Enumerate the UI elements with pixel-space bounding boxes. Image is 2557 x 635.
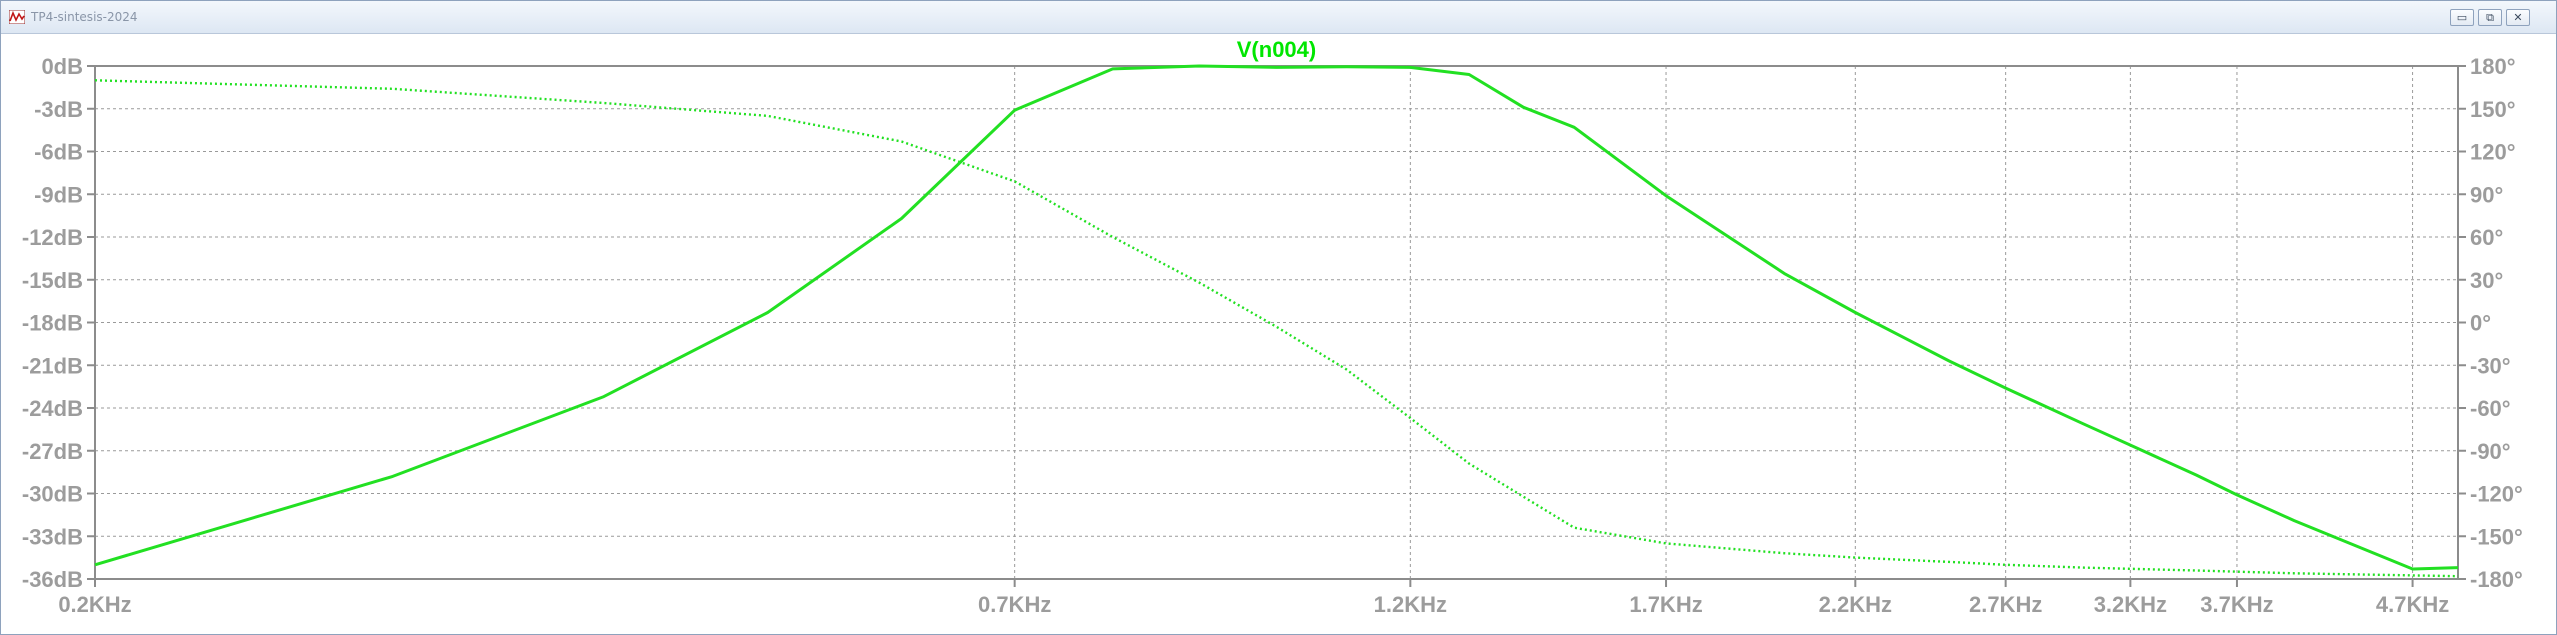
y-tick-label-right: -90° <box>2470 439 2511 464</box>
x-tick-label: 2.2KHz <box>1819 592 1892 617</box>
traces <box>94 64 2459 578</box>
title-bar[interactable]: TP4-sintesis-2024 ▭ ⧉ ✕ <box>1 1 2556 34</box>
x-axis-labels: 0.2KHz 0.7KHz 1.2KHz 1.7KHz 2.2KHz 2.7KHz 3.2K… <box>58 592 2449 617</box>
y-tick-label-left: -30dB <box>22 482 83 507</box>
y-tick-label-right: -30° <box>2470 353 2511 378</box>
x-tick-label: 3.7KHz <box>2200 592 2273 617</box>
y-tick-label-left: -33dB <box>22 524 83 549</box>
x-tick-label: 2.7KHz <box>1969 592 2042 617</box>
chart-title: V(n004) <box>1237 37 1316 62</box>
x-tick-label: 4.7KHz <box>2376 592 2449 617</box>
magnitude-trace <box>94 64 2459 571</box>
grid <box>94 65 2458 580</box>
y-tick-label-left: -24dB <box>22 396 83 421</box>
phase-trace <box>94 79 2459 578</box>
y-tick-label-left: -12dB <box>22 225 83 250</box>
plot-frame <box>87 65 2466 587</box>
close-button[interactable]: ✕ <box>2506 9 2530 26</box>
y-tick-label-left: 0dB <box>41 54 83 79</box>
minimize-button[interactable]: ▭ <box>2450 9 2474 26</box>
x-tick-label: 0.7KHz <box>978 592 1051 617</box>
y-tick-label-right: 120° <box>2470 140 2516 165</box>
y-tick-label-left: -36dB <box>22 567 83 592</box>
x-tick-label: 3.2KHz <box>2094 592 2167 617</box>
restore-button[interactable]: ⧉ <box>2478 9 2502 26</box>
y-axis-left-labels: 0dB -3dB -6dB -9dB -12dB -15dB -18dB -21dB -24dB… <box>22 54 83 592</box>
y-tick-label-left: -18dB <box>22 311 83 336</box>
y-tick-label-right: 150° <box>2470 97 2516 122</box>
y-tick-label-left: -15dB <box>22 268 83 293</box>
x-tick-label: 1.7KHz <box>1629 592 1702 617</box>
y-tick-label-left: -6dB <box>34 140 83 165</box>
x-tick-label: 0.2KHz <box>58 592 131 617</box>
y-tick-label-right: 90° <box>2470 182 2503 207</box>
y-tick-label-left: -27dB <box>22 439 83 464</box>
y-tick-label-right: 0° <box>2470 311 2491 336</box>
y-tick-label-right: 30° <box>2470 268 2503 293</box>
y-tick-label-right: -150° <box>2470 524 2523 549</box>
waveform-app-icon <box>9 10 25 24</box>
y-tick-label-right: 60° <box>2470 225 2503 250</box>
y-tick-label-right: -60° <box>2470 396 2511 421</box>
y-axis-right-labels: 180° 150° 120° 90° 60° 30° 0° -30° -60° -90° -120°… <box>2470 54 2523 592</box>
y-tick-label-right: 180° <box>2470 54 2516 79</box>
y-tick-label-left: -3dB <box>34 97 83 122</box>
window-title: TP4-sintesis-2024 <box>31 10 138 24</box>
y-tick-label-left: -21dB <box>22 353 83 378</box>
y-tick-label-left: -9dB <box>34 182 83 207</box>
x-tick-label: 1.2KHz <box>1374 592 1447 617</box>
y-tick-label-right: -180° <box>2470 567 2523 592</box>
y-tick-label-right: -120° <box>2470 482 2523 507</box>
bode-plot[interactable]: V(n004) 0dB -3dB -6dB -9dB -12dB -15dB -18dB -2… <box>1 33 2556 635</box>
